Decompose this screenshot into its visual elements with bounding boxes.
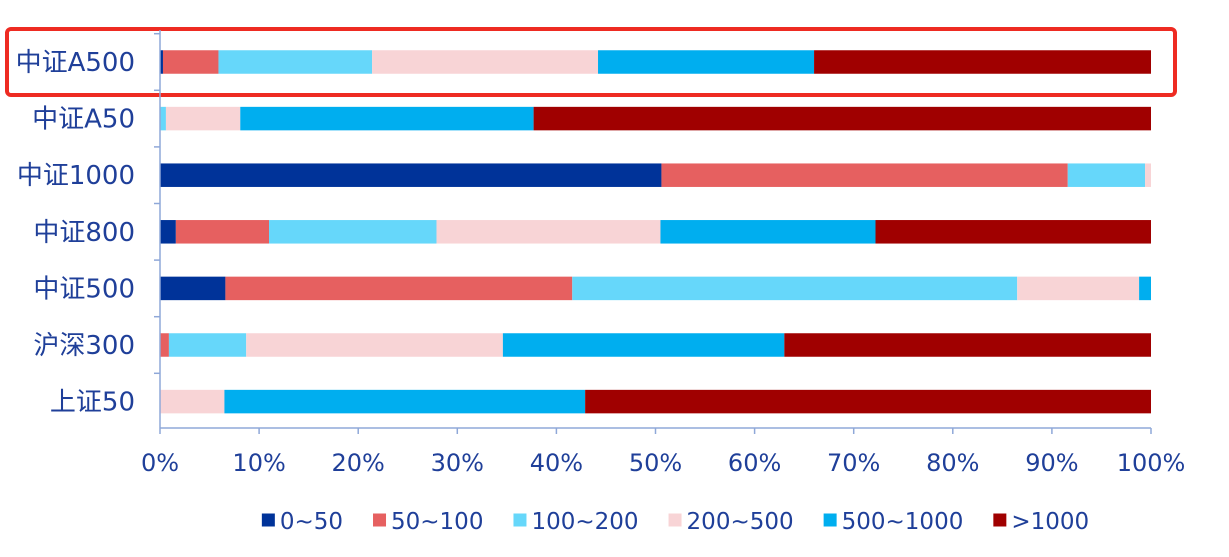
- legend-label: >1000: [1011, 509, 1089, 535]
- legend-item: 100~200: [513, 509, 639, 535]
- bar-segment: [218, 50, 373, 74]
- bar-segment: [240, 106, 534, 131]
- legend-label: 500~1000: [842, 509, 964, 535]
- bar-segment: [269, 220, 437, 244]
- legend-item: 200~500: [668, 509, 794, 535]
- category-label: 中证A500: [16, 48, 135, 78]
- bar-segment: [572, 276, 1018, 301]
- x-tick-label: 70%: [827, 449, 880, 477]
- bar-segment: [160, 389, 225, 414]
- bar-segment: [168, 333, 247, 357]
- bar-segment: [160, 333, 169, 357]
- bar-segment: [598, 50, 815, 74]
- legend-label: 0~50: [280, 509, 343, 535]
- highlight-layer: [5, 27, 1177, 97]
- bar-segment: [224, 389, 586, 414]
- bar-segment: [502, 333, 785, 357]
- x-tick-label: 80%: [926, 449, 979, 477]
- bar-segment: [1067, 163, 1146, 187]
- bar-segment: [436, 220, 661, 244]
- x-tick-label: 100%: [1117, 449, 1186, 477]
- bar-segment: [1139, 276, 1151, 301]
- bar-segment: [814, 50, 1151, 74]
- bars-layer: [160, 50, 1151, 414]
- bar-segment: [160, 220, 176, 244]
- x-tick-label: 50%: [629, 449, 682, 477]
- bar-segment: [160, 106, 166, 131]
- bar-segment: [160, 276, 226, 301]
- bar-segment: [661, 163, 1068, 187]
- legend-swatch: [373, 513, 387, 527]
- legend-swatch: [261, 513, 275, 527]
- legend-label: 100~200: [531, 509, 638, 535]
- category-label: 中证A50: [32, 105, 135, 135]
- bar-segment: [246, 333, 503, 357]
- x-tick-label: 10%: [232, 449, 285, 477]
- x-tick-label: 30%: [431, 449, 484, 477]
- legend-item: 500~1000: [823, 509, 964, 535]
- category-label: 中证500: [33, 274, 135, 304]
- legend-swatch: [668, 513, 682, 527]
- highlight-box: [5, 27, 1177, 97]
- bar-segment: [160, 163, 662, 187]
- bar-segment: [585, 389, 1151, 414]
- x-tick-label: 20%: [332, 449, 385, 477]
- legend-label: 200~500: [687, 509, 794, 535]
- bar-segment: [175, 220, 270, 244]
- x-tick-label: 40%: [530, 449, 583, 477]
- category-label: 上证50: [50, 388, 135, 418]
- bar-segment: [875, 220, 1151, 244]
- category-label: 中证800: [33, 218, 135, 248]
- legend-item: 0~50: [261, 509, 343, 535]
- bar-segment: [162, 50, 219, 74]
- legend-item: >1000: [993, 509, 1089, 535]
- x-tick-label: 0%: [141, 449, 179, 477]
- bar-segment: [660, 220, 876, 244]
- legend-swatch: [823, 513, 837, 527]
- bar-segment: [160, 50, 163, 74]
- category-label: 沪深300: [33, 331, 135, 361]
- axis-layer: 中证A500 中证A50 中证1000 中证800 中证500 沪深300 上证50 0% 10…: [16, 30, 1186, 477]
- bar-segment: [372, 50, 599, 74]
- bar-segment: [1145, 163, 1151, 187]
- bar-segment: [1017, 276, 1140, 301]
- category-label: 中证1000: [17, 161, 135, 191]
- legend-label: 50~100: [391, 509, 483, 535]
- legend-swatch: [993, 513, 1007, 527]
- legend: 0~50 50~100 100~200 200~500 500~1000 >1000: [261, 509, 1089, 535]
- legend-swatch: [513, 513, 527, 527]
- x-tick-label: 60%: [728, 449, 781, 477]
- bar-segment: [165, 106, 241, 131]
- bar-segment: [225, 276, 573, 301]
- bar-segment: [533, 106, 1151, 131]
- x-tick-label: 90%: [1025, 449, 1078, 477]
- bar-segment: [784, 333, 1151, 357]
- legend-item: 50~100: [373, 509, 483, 535]
